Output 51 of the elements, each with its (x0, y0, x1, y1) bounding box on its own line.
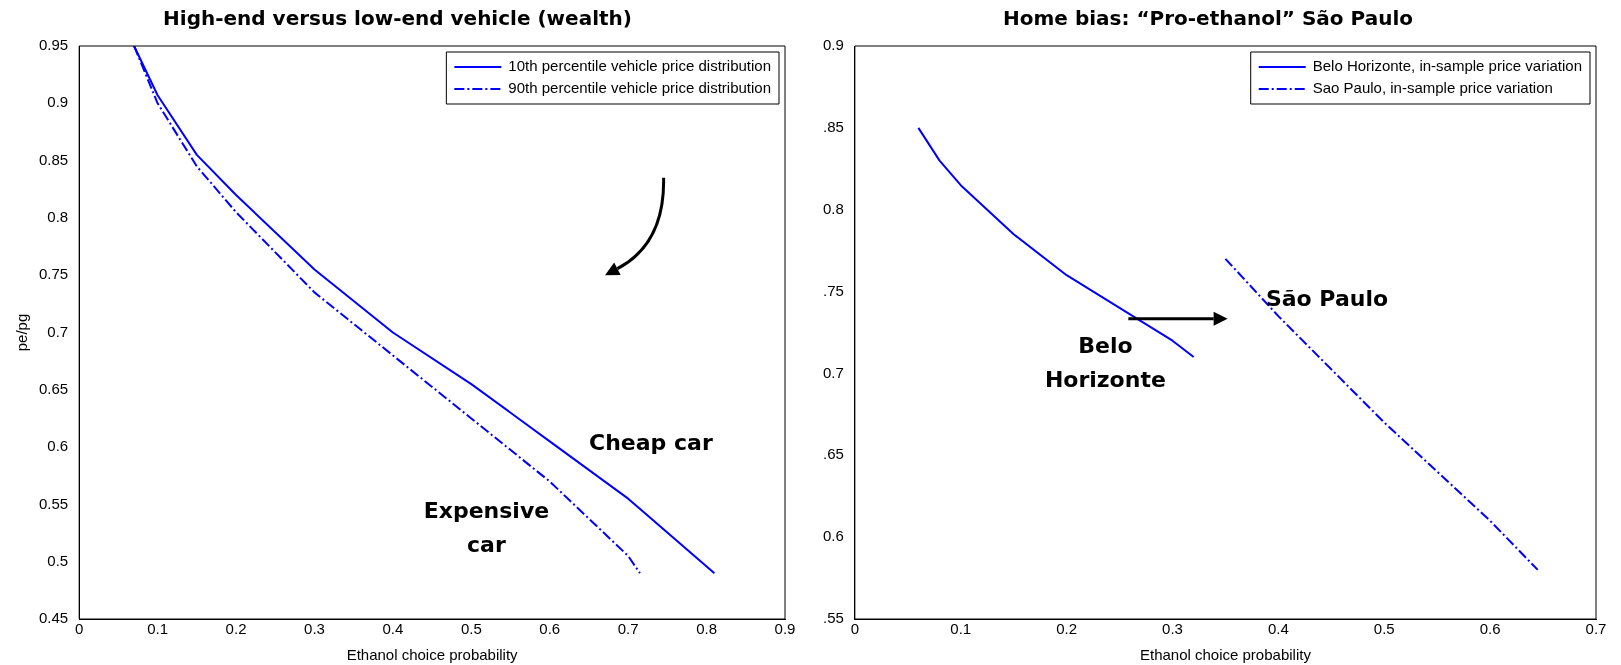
x-tick-label: 0.7 (1585, 620, 1607, 638)
y-tick-label: 0.8 (47, 208, 69, 226)
x-tick-label: 0.8 (696, 620, 718, 638)
y-tick-label: 0.7 (47, 322, 69, 340)
x-tick-label: 0.1 (147, 620, 169, 638)
y-tick-label: 0.95 (38, 36, 69, 54)
chart-title: Home bias: “Pro-ethanol” São Paulo (1003, 6, 1413, 31)
annotation: Expensive car (423, 497, 550, 557)
y-tick-label: 0.9 (822, 36, 844, 54)
y-axis-title: pe/pg (13, 313, 31, 352)
legend-label: 90th percentile vehicle price distribution (508, 79, 772, 97)
y-tick-label: 0.6 (47, 437, 69, 455)
x-tick-label: 0.6 (539, 620, 561, 638)
x-tick-label: 0.3 (304, 620, 325, 638)
y-tick-label: 0.45 (38, 609, 69, 627)
x-axis-title: Ethanol choice probability (346, 646, 519, 664)
x-tick-label: 0.6 (1479, 620, 1501, 638)
legend-label: Sao Paulo, in-sample price variation (1312, 79, 1553, 97)
annotation: Belo Horizonte (1044, 332, 1166, 392)
x-tick-label: 0.1 (950, 620, 972, 638)
x-tick-label: 0 (850, 620, 860, 638)
legend-label: 10th percentile vehicle price distribution (508, 57, 772, 75)
x-tick-label: 0 (75, 620, 84, 638)
x-tick-label: 0.5 (1373, 620, 1395, 638)
y-tick-label: 0.65 (38, 379, 69, 397)
y-tick-label: .85 (822, 118, 844, 135)
x-tick-label: 0.5 (460, 620, 482, 638)
x-tick-label: 0.4 (1267, 620, 1289, 638)
x-tick-label: 0.9 (774, 620, 796, 638)
x-tick-label: 0.3 (1162, 620, 1183, 638)
y-tick-label: 0.6 (822, 527, 844, 545)
y-tick-label: 0.9 (47, 93, 69, 111)
annotation: Cheap car (589, 429, 713, 455)
y-tick-label: 0.55 (38, 494, 69, 512)
legend-label: Belo Horizonte, in-sample price variation (1312, 57, 1583, 75)
y-tick-label: 0.8 (822, 199, 844, 217)
annotation: São Paulo (1265, 285, 1389, 311)
x-tick-label: 0.2 (1056, 620, 1078, 638)
y-tick-label: 0.75 (38, 265, 69, 283)
x-tick-label: 0.2 (225, 620, 247, 638)
y-tick-label: 0.5 (47, 551, 69, 569)
x-axis-title: Ethanol choice probability (1139, 646, 1312, 664)
line-series (1224, 257, 1539, 571)
x-tick-label: 0.7 (617, 620, 639, 638)
chart-title: High-end versus low-end vehicle (wealth) (163, 6, 632, 31)
y-tick-label: .55 (822, 609, 844, 627)
y-tick-label: .75 (822, 281, 844, 299)
y-tick-label: 0.85 (38, 150, 69, 168)
x-tick-label: 0.4 (382, 620, 404, 638)
y-tick-label: .65 (822, 445, 844, 463)
y-tick-label: 0.7 (822, 363, 844, 381)
